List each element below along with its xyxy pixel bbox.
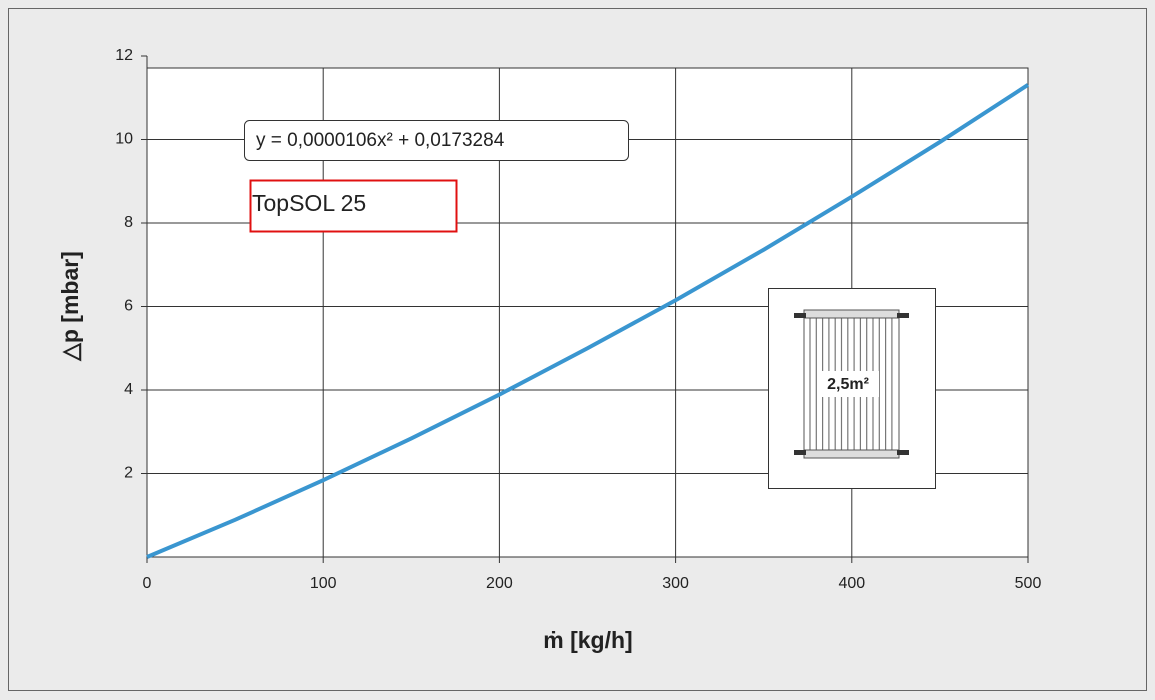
x-tick-label: 200 (486, 575, 513, 592)
pipe (897, 450, 909, 455)
label-box (249, 179, 458, 233)
model-label: TopSOL 25 (252, 190, 366, 216)
y-tick-label: 4 (124, 381, 133, 398)
x-tick-label: 300 (662, 575, 689, 592)
inset: 2,5m² (768, 288, 936, 489)
y-tick-label: 2 (124, 465, 133, 482)
y-tick-label: 8 (124, 214, 133, 231)
x-tick-label: 0 (143, 575, 152, 592)
header-bottom (803, 449, 900, 459)
y-tick-label: 6 (124, 298, 133, 315)
inset-label: 2,5m² (827, 376, 869, 393)
inset-label-bg (817, 371, 879, 397)
data-line (146, 83, 1030, 559)
y-axis-title: △p [mbar] (57, 251, 83, 362)
y-tick-label: 10 (115, 131, 133, 148)
pipe (794, 450, 806, 455)
equation: y = 0,0000106x² + 0,0173284 (256, 130, 505, 151)
x-tick-label: 100 (310, 575, 337, 592)
equation-box (244, 120, 629, 161)
header-top (803, 309, 900, 319)
pipe (897, 313, 909, 318)
y-tick-label: 12 (115, 47, 133, 64)
pipe (794, 313, 806, 318)
x-tick-label: 400 (838, 575, 865, 592)
x-tick-label: 500 (1015, 575, 1042, 592)
x-axis-title: ṁ [kg/h] (543, 627, 632, 653)
